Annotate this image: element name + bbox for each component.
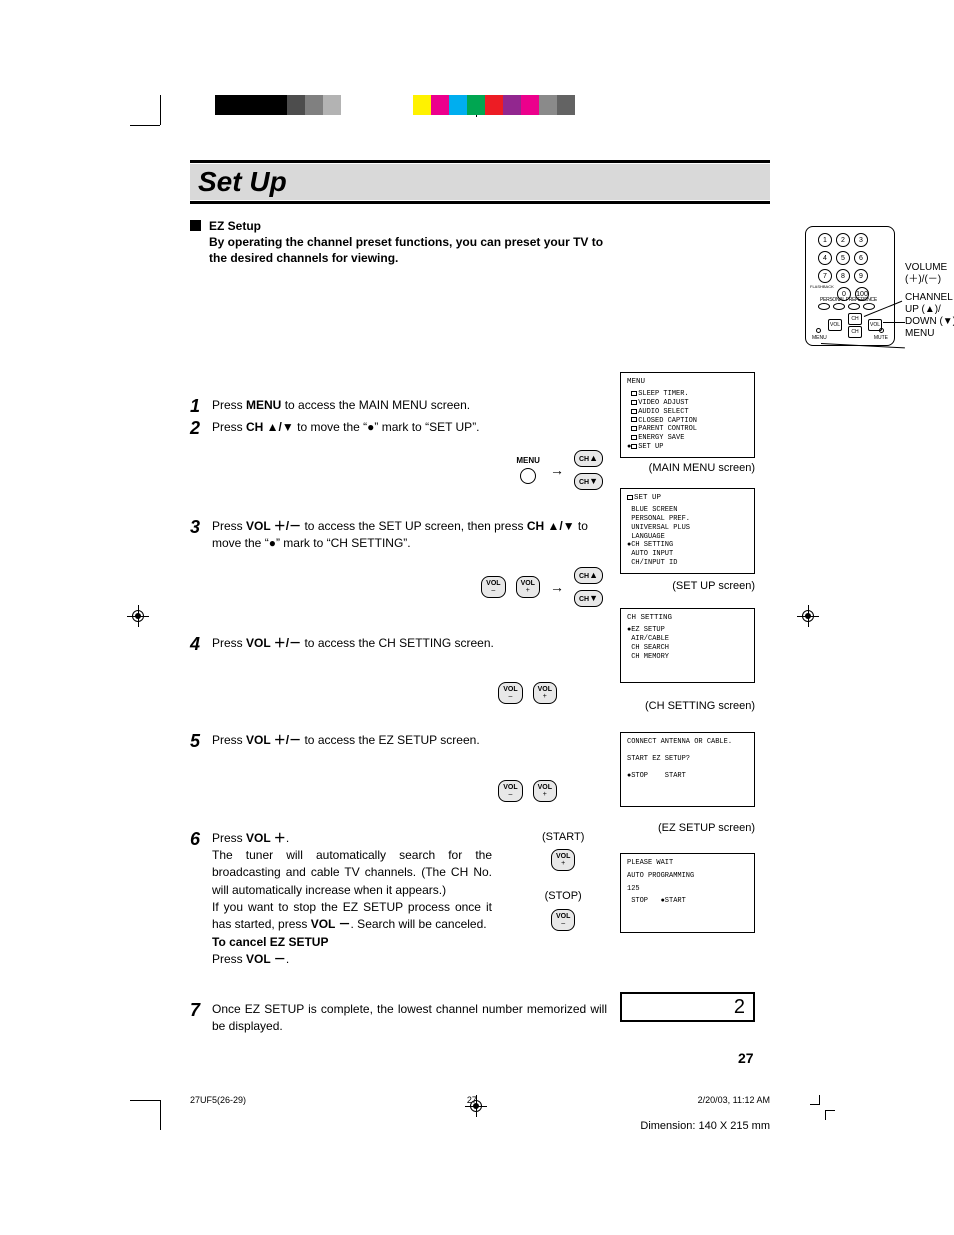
mute-label: MUTE bbox=[874, 335, 888, 341]
osd-caption: (MAIN MENU screen) bbox=[620, 462, 755, 474]
registration-mark bbox=[800, 608, 816, 624]
vol-plus-pill: VOL+ bbox=[516, 576, 540, 598]
auto-program-osd: PLEASE WAITAUTO PROGRAMMING125 STOP ●STA… bbox=[620, 853, 755, 933]
start-stop-column: (START) VOL+ (STOP) VOL– bbox=[542, 830, 584, 932]
vol-minus-pill: VOL– bbox=[498, 780, 522, 802]
arrow-icon: → bbox=[550, 577, 564, 597]
step-number: 1 bbox=[190, 397, 212, 415]
step-body: Press VOL ＋.The tuner will automatically… bbox=[212, 830, 607, 969]
page-content: Set Up EZ Setup By operating the channel… bbox=[190, 160, 770, 1035]
step-number: 3 bbox=[190, 518, 212, 607]
ch-up-pill: CH bbox=[574, 450, 603, 467]
ch-setting-osd: CH SETTING●EZ SETUP AIR/CABLE CH SEARCH … bbox=[620, 608, 755, 683]
channel-down: DOWN (▼) bbox=[905, 316, 954, 328]
pref-buttons bbox=[818, 303, 875, 310]
vol-plus-pill: VOL+ bbox=[533, 780, 557, 802]
dimension-note: Dimension: 140 X 215 mm bbox=[190, 1120, 770, 1132]
channel-label: CHANNEL bbox=[905, 292, 954, 304]
osd-caption: (CH SETTING screen) bbox=[620, 700, 755, 712]
page-title: Set Up bbox=[190, 164, 770, 200]
vol-button: VOL bbox=[828, 319, 842, 331]
crop-mark bbox=[130, 1100, 160, 1101]
osd-caption: (SET UP screen) bbox=[620, 580, 755, 592]
volume-sym: (＋)/(－) bbox=[905, 274, 954, 286]
step-number: 5 bbox=[190, 732, 212, 801]
footer: 27UF5(26-29) 27 2/20/03, 11:12 AM bbox=[190, 1095, 770, 1105]
ch-down-button: CH bbox=[848, 326, 862, 338]
menu-label: MENU bbox=[812, 335, 827, 341]
subhead-title: EZ Setup bbox=[209, 219, 261, 233]
color-registration-bar bbox=[215, 95, 575, 115]
leader-line bbox=[821, 343, 905, 348]
menu-label: MENU bbox=[905, 328, 954, 340]
leader-line bbox=[883, 322, 905, 323]
step-number: 6 bbox=[190, 830, 212, 969]
start-label: (START) bbox=[542, 830, 584, 846]
step-body: Press CH ▲/▼ to move the “●” mark to “SE… bbox=[212, 419, 607, 490]
subhead-body: By operating the channel preset function… bbox=[209, 235, 603, 265]
button-flow: VOL– VOL+ → CH CH bbox=[212, 567, 607, 607]
button-flow: VOL– VOL+ bbox=[212, 780, 607, 802]
subhead-text: EZ Setup By operating the channel preset… bbox=[209, 218, 609, 267]
step-body: Press VOL ＋/－ to access the CH SETTING s… bbox=[212, 635, 607, 704]
mute-dot bbox=[879, 328, 884, 333]
vol-minus-pill: VOL– bbox=[481, 576, 505, 598]
remote-illustration: 1234567890100 FLASHBACK PERSONAL PREFERE… bbox=[805, 226, 954, 346]
menu-text: MENU bbox=[516, 455, 540, 467]
setup-osd: SET UP BLUE SCREEN PERSONAL PREF. UNIVER… bbox=[620, 488, 755, 574]
ch-down-pill: CH bbox=[574, 473, 603, 490]
vol-plus-pill: VOL+ bbox=[551, 849, 575, 871]
vol-minus-pill: VOL– bbox=[551, 909, 575, 931]
step-body: Press VOL ＋/－ to access the SET UP scree… bbox=[212, 518, 607, 607]
ch-up-button: CH bbox=[848, 313, 862, 325]
footer-date: 2/20/03, 11:12 AM bbox=[698, 1095, 770, 1105]
step-number: 7 bbox=[190, 1001, 212, 1036]
crop-mark bbox=[160, 95, 161, 125]
footer-file: 27UF5(26-29) bbox=[190, 1095, 246, 1105]
stop-label: (STOP) bbox=[545, 889, 582, 905]
remote-side-labels: VOLUME (＋)/(－) CHANNEL UP (▲)/ DOWN (▼) … bbox=[905, 262, 954, 340]
button-flow: MENU → CH CH bbox=[212, 450, 607, 490]
subheading: EZ Setup By operating the channel preset… bbox=[190, 218, 770, 267]
square-bullet-icon bbox=[190, 220, 201, 231]
step-body: Press VOL ＋/－ to access the EZ SETUP scr… bbox=[212, 732, 607, 801]
main-menu-osd: MENU SLEEP TIMER. VIDEO ADJUST AUDIO SEL… bbox=[620, 372, 755, 458]
crop-mark bbox=[160, 1100, 161, 1130]
channel-up: UP (▲)/ bbox=[905, 304, 954, 316]
registration-mark bbox=[130, 608, 146, 624]
vol-plus-pill: VOL+ bbox=[533, 682, 557, 704]
footer-page: 27 bbox=[467, 1095, 477, 1105]
crop-mark bbox=[810, 1095, 820, 1105]
remote-body: 1234567890100 FLASHBACK PERSONAL PREFERE… bbox=[805, 226, 895, 346]
ez-setup-osd: CONNECT ANTENNA OR CABLE.START EZ SETUP?… bbox=[620, 732, 755, 807]
step-number: 4 bbox=[190, 635, 212, 704]
crop-mark bbox=[825, 1110, 835, 1120]
title-bar: Set Up bbox=[190, 160, 770, 204]
osd-caption: (EZ SETUP screen) bbox=[620, 822, 755, 834]
menu-dot bbox=[816, 328, 821, 333]
remote-numpad: 1234567890100 bbox=[818, 233, 884, 301]
channel-box: 2 bbox=[620, 992, 755, 1022]
vol-minus-pill: VOL– bbox=[498, 682, 522, 704]
arrow-icon: → bbox=[550, 460, 564, 480]
step-body: Press MENU to access the MAIN MENU scree… bbox=[212, 397, 607, 415]
page-number: 27 bbox=[738, 1050, 754, 1066]
flashback-label: FLASHBACK bbox=[810, 284, 834, 289]
ch-up-pill: CH bbox=[574, 567, 603, 584]
ch-down-pill: CH bbox=[574, 590, 603, 607]
menu-button-icon bbox=[520, 468, 536, 484]
step-number: 2 bbox=[190, 419, 212, 490]
crop-mark bbox=[130, 125, 160, 126]
step-body: Once EZ SETUP is complete, the lowest ch… bbox=[212, 1001, 607, 1036]
volume-label: VOLUME bbox=[905, 262, 954, 274]
button-flow: VOL– VOL+ bbox=[212, 682, 607, 704]
